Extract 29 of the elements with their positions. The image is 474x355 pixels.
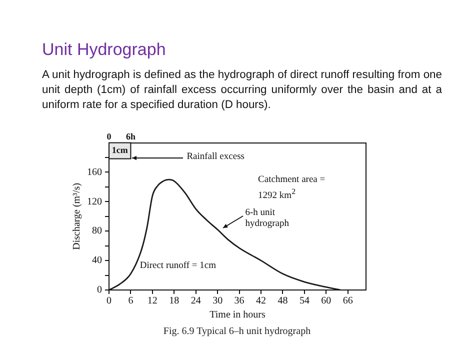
annotation: 6-h unit hydrograph <box>245 208 290 230</box>
y-tick-label: 40 <box>92 255 102 266</box>
x-tick-label: 66 <box>342 296 353 307</box>
y-tick-label: 0 <box>97 284 102 296</box>
chart-subtitle: A unit hydrograph is defined as the hydrograph of direct runoff resulting from one unit depth (1cm) of rainfall excess occurring uniformly over the basin and at a uniform rate for a specified duration (D hours). <box>42 68 442 113</box>
x-axis-title: Time in hours <box>210 310 266 321</box>
chart-title: Unit Hydrograph <box>42 40 166 60</box>
y-axis-title: Discharge (m³/s) <box>72 182 83 250</box>
y-tick-label: 160 <box>87 166 102 178</box>
x-tick-label: 48 <box>278 296 288 307</box>
x-tick-label: 0 <box>106 296 112 307</box>
annotation: Rainfall excess <box>186 152 244 163</box>
annotation: Direct runoff = 1cm <box>140 260 216 272</box>
x-tick-label: 60 <box>321 296 332 307</box>
y-tick-label: 120 <box>87 196 102 208</box>
x-tick-label: 18 <box>169 296 180 307</box>
caption: Fig. 6.9 Typical 6–h unit hydrograph <box>162 326 312 337</box>
x-tick-label: 24 <box>190 296 201 307</box>
x-tick-label: 30 <box>212 296 223 307</box>
x-tick-label: 6 <box>128 296 134 307</box>
x2-tick-label: 0 <box>106 132 112 142</box>
x-tick-label: 12 <box>147 296 158 307</box>
x-tick-label: 42 <box>256 296 266 307</box>
y-tick-label: 80 <box>92 226 102 237</box>
band-label: 1cm <box>112 145 128 156</box>
x2-tick-label: 6h <box>126 132 136 142</box>
x-tick-label: 54 <box>299 296 310 307</box>
x-tick-label: 36 <box>234 296 244 307</box>
annotation: Catchment area = 1292 km$^{2}$ <box>258 175 326 202</box>
